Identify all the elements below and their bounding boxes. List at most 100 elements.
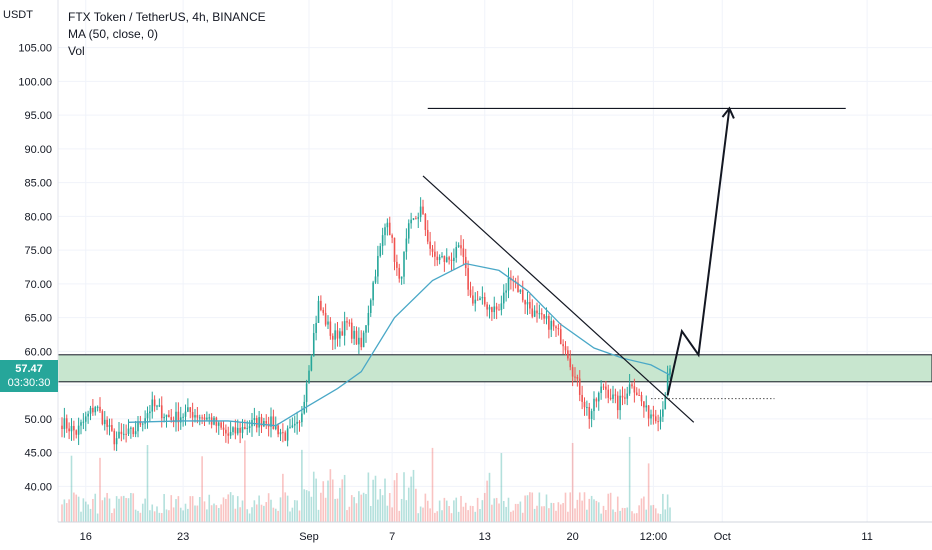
candle-body xyxy=(586,406,588,408)
candle-body xyxy=(445,257,448,262)
volume-bar xyxy=(526,495,529,522)
candle-body xyxy=(70,425,73,432)
volume-label[interactable]: Vol xyxy=(68,44,85,58)
candle-body xyxy=(322,309,325,313)
volume-bar xyxy=(374,475,377,522)
drawings[interactable] xyxy=(422,106,846,423)
volume-bar xyxy=(68,499,70,522)
candle-body xyxy=(177,411,180,423)
volume-bar xyxy=(424,493,427,522)
candle-body xyxy=(194,415,196,418)
volume-bar xyxy=(327,480,329,522)
candle-body xyxy=(260,417,263,427)
volume-bar xyxy=(82,498,85,522)
volume-bar xyxy=(315,478,317,522)
candle-body xyxy=(149,411,151,414)
candle-body xyxy=(621,395,624,398)
candle-body xyxy=(291,425,294,428)
candle-body xyxy=(255,418,258,428)
volume-bar xyxy=(524,495,526,522)
volume-bar xyxy=(605,509,607,522)
volume-bar xyxy=(391,507,393,522)
volume-bar xyxy=(436,511,439,522)
projection-path[interactable] xyxy=(666,108,731,396)
volume-bar xyxy=(365,493,367,522)
candle-body xyxy=(263,421,265,427)
volume-bar xyxy=(153,511,156,522)
volume-bar xyxy=(244,440,246,522)
volume-bar xyxy=(602,505,605,522)
volume-bar xyxy=(384,478,386,522)
volume-bar xyxy=(163,494,165,522)
volume-bar xyxy=(510,511,512,522)
volume-bar xyxy=(659,513,662,522)
volume-bar xyxy=(339,487,341,522)
volume-bar xyxy=(246,509,249,522)
candle-body xyxy=(571,367,574,377)
candle-body xyxy=(277,425,279,435)
candle-body xyxy=(369,300,372,313)
volume-bar xyxy=(588,498,591,522)
volume-bar xyxy=(652,504,655,522)
candle-body xyxy=(609,397,612,399)
price-tick-label: 60.00 xyxy=(24,346,52,358)
volume-bar xyxy=(412,469,415,522)
price-tick-label: 50.00 xyxy=(24,414,52,426)
symbol-title[interactable]: FTX Token / TetherUS, 4h, BINANCE xyxy=(68,10,266,24)
candle-body xyxy=(350,322,353,339)
candle-body xyxy=(662,409,664,417)
candle-body xyxy=(227,433,230,436)
candle-body xyxy=(483,297,486,305)
volume-bar xyxy=(405,500,408,522)
candle-body xyxy=(422,206,424,214)
indicator-label[interactable]: MA (50, close, 0) xyxy=(68,27,159,41)
volume-bar xyxy=(529,492,531,522)
candle-body xyxy=(317,300,320,323)
candle-body xyxy=(141,423,144,425)
volume-bar xyxy=(217,507,220,522)
candle-body xyxy=(99,406,101,412)
volume-bar xyxy=(120,496,123,522)
volume-bar xyxy=(194,505,196,522)
volume-bar xyxy=(63,499,66,522)
candle-body xyxy=(614,394,617,396)
support-zone[interactable] xyxy=(57,354,932,383)
volume-bar xyxy=(308,491,310,522)
volume-bar xyxy=(103,497,106,522)
volume-bar xyxy=(241,500,244,522)
candle-body xyxy=(429,241,431,249)
volume-bar xyxy=(583,492,586,522)
volume-bar xyxy=(70,455,73,522)
candle-body xyxy=(101,411,104,425)
candle-body xyxy=(507,277,510,291)
volume-bar xyxy=(139,512,142,522)
time-axis[interactable]: 16 23 Sep 7 13 20 12:00 Oct 11 xyxy=(80,531,873,543)
volume-bar xyxy=(191,496,194,522)
candle-body xyxy=(388,222,391,236)
trend-line[interactable] xyxy=(422,175,695,423)
candle-body xyxy=(403,251,405,277)
volume-bar xyxy=(621,507,624,522)
volume-bar xyxy=(372,479,374,522)
candle-body xyxy=(405,238,408,252)
candle-body xyxy=(365,325,367,333)
candle-body xyxy=(450,259,453,261)
volume-bar xyxy=(84,501,87,522)
candle-body xyxy=(460,245,462,249)
price-tick-label: 75.00 xyxy=(24,245,52,257)
volume-bar xyxy=(99,457,101,522)
candle-body xyxy=(189,407,192,412)
candle-body xyxy=(488,307,491,310)
volume-bar xyxy=(545,494,548,522)
candle-body xyxy=(225,429,227,434)
volume-bar xyxy=(517,503,519,522)
candle-body xyxy=(493,306,496,313)
volume-bar xyxy=(94,493,97,522)
candle-body xyxy=(320,300,322,310)
volume-bar xyxy=(272,507,275,522)
candle-body xyxy=(555,326,557,329)
volume-bar xyxy=(393,480,396,522)
volume-bar xyxy=(410,476,412,522)
volume-bar xyxy=(89,508,92,522)
